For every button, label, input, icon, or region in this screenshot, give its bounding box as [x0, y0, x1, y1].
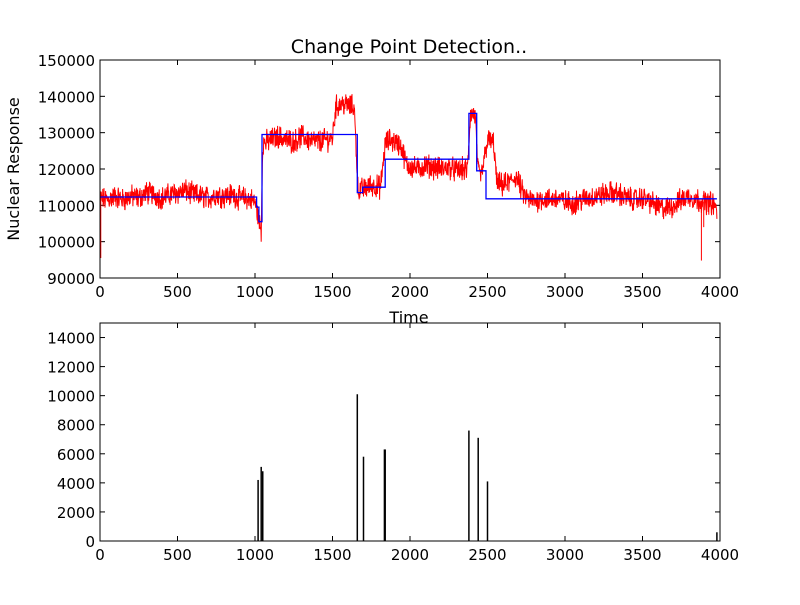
top-x-tick-label: 500 — [163, 283, 192, 301]
bottom-x-tick-label: 0 — [95, 546, 105, 564]
top-y-tick-label: 140000 — [38, 88, 95, 106]
bottom-x-tick-label: 2500 — [468, 546, 506, 564]
bottom-x-tick-label: 3500 — [623, 546, 661, 564]
top-y-axis-title: Nuclear Response — [4, 97, 23, 241]
bottom-x-tick-label: 1500 — [313, 546, 351, 564]
top-x-tick-label: 1500 — [313, 283, 351, 301]
top-x-tick-label: 0 — [95, 283, 105, 301]
bottom-x-tick-label: 4000 — [701, 546, 739, 564]
top-y-tick-label: 100000 — [38, 234, 95, 252]
top-y-tick-label: 130000 — [38, 125, 95, 143]
bottom-y-tick-label: 6000 — [57, 446, 95, 464]
bottom-x-tick-label: 3000 — [546, 546, 584, 564]
fit-series-line — [100, 112, 717, 223]
top-x-tick-label: 3000 — [546, 283, 584, 301]
top-x-tick-label: 3500 — [623, 283, 661, 301]
bottom-y-tick-label: 2000 — [57, 504, 95, 522]
top-x-tick-label: 1000 — [236, 283, 274, 301]
top-y-tick-label: 120000 — [38, 161, 95, 179]
top-plot-area: 0 500 1000 1500 2000 2500 3000 3500 4000 90000 100… — [38, 52, 739, 301]
top-x-tick-label: 2500 — [468, 283, 506, 301]
bottom-y-tick-label: 14000 — [47, 330, 95, 348]
bottom-y-tick-label: 8000 — [57, 417, 95, 435]
bottom-y-tick-label: 4000 — [57, 475, 95, 493]
top-x-axis-title: Time — [388, 308, 428, 327]
top-y-tick-label: 90000 — [47, 270, 95, 288]
signal-series-line — [100, 94, 718, 242]
bottom-y-tick-label: 12000 — [47, 359, 95, 377]
bottom-x-tick-label: 1000 — [236, 546, 274, 564]
chart-title: Change Point Detection.. — [291, 36, 527, 58]
bottom-plot-area: 0 500 1000 1500 2000 2500 3000 3500 4000 0 2000 400… — [47, 322, 739, 564]
top-x-tick-label: 4000 — [701, 283, 739, 301]
bottom-x-tick-label: 2000 — [391, 546, 429, 564]
bottom-y-tick-label: 10000 — [47, 388, 95, 406]
top-x-tick-label: 2000 — [391, 283, 429, 301]
top-y-tick-label: 110000 — [38, 197, 95, 215]
bottom-frame — [99, 322, 721, 542]
top-frame — [99, 59, 721, 279]
bottom-y-tick-label: 0 — [85, 533, 95, 551]
top-y-tick-label: 150000 — [38, 52, 95, 70]
bottom-x-tick-label: 500 — [163, 546, 192, 564]
